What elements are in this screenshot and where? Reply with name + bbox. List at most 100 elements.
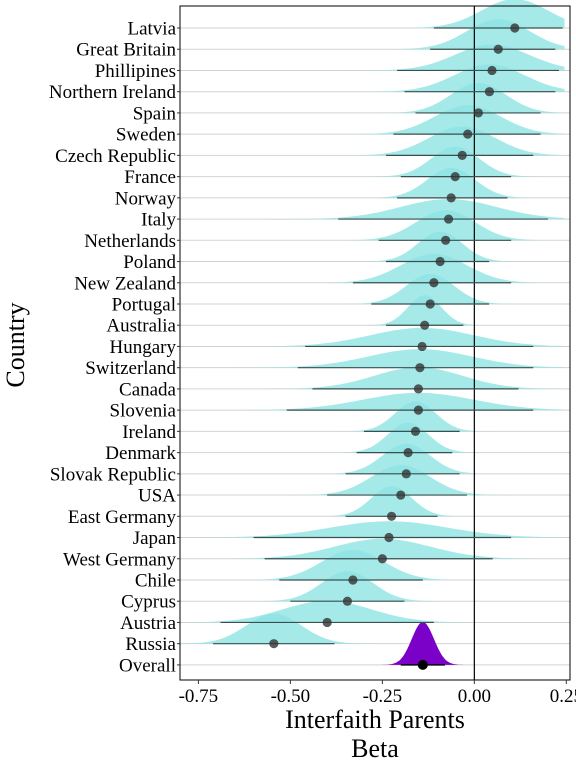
y-label-northern-ireland: Northern Ireland <box>49 82 177 103</box>
y-label-slovenia: Slovenia <box>110 401 177 422</box>
density-canada <box>241 367 565 389</box>
point-austria <box>322 617 332 628</box>
point-ireland <box>410 426 421 436</box>
density-slovenia <box>197 392 565 411</box>
y-label-russia: Russia <box>125 634 176 655</box>
y-label-australia: Australia <box>106 316 176 337</box>
density-ireland <box>334 401 497 432</box>
x-axis-sublabel: Beta <box>351 734 399 763</box>
point-northern-ireland <box>484 87 495 97</box>
density-france <box>359 146 551 177</box>
point-overall <box>417 659 428 670</box>
y-label-france: France <box>124 167 176 188</box>
y-label-austria: Austria <box>120 613 177 634</box>
point-portugal <box>425 299 435 309</box>
density-slovak-republic <box>310 443 502 474</box>
y-label-overall: Overall <box>119 655 176 676</box>
x-tick-label-3: 0.00 <box>458 686 491 707</box>
point-east-germany <box>386 511 397 521</box>
x-tick-label-2: -0.25 <box>363 686 403 707</box>
density-norway <box>355 167 547 198</box>
y-label-cyprus: Cyprus <box>121 592 176 613</box>
point-japan <box>384 532 394 543</box>
y-label-slovak-republic: Slovak Republic <box>50 464 176 485</box>
y-label-usa: USA <box>138 486 176 507</box>
y-label-poland: Poland <box>123 252 176 273</box>
y-label-great-britain: Great Britain <box>76 40 176 61</box>
x-axis-label: Interfaith Parents <box>285 705 465 734</box>
density-czech-republic <box>329 126 565 156</box>
density-latvia <box>382 0 565 28</box>
y-label-phillipines: Phillipines <box>95 61 176 82</box>
density-italy <box>257 199 565 220</box>
density-usa <box>283 465 519 496</box>
y-label-new-zealand: New Zealand <box>74 273 176 294</box>
y-label-latvia: Latvia <box>127 19 176 40</box>
point-denmark <box>403 448 413 458</box>
point-australia <box>420 320 430 330</box>
point-new-zealand <box>429 278 439 288</box>
y-label-west-germany: West Germany <box>63 549 176 570</box>
density-overall <box>378 621 467 665</box>
density-cyprus <box>244 571 451 602</box>
density-switzerland <box>213 349 565 368</box>
point-latvia <box>510 23 520 33</box>
point-great-britain <box>493 44 503 54</box>
density-new-zealand <box>301 253 565 283</box>
y-label-denmark: Denmark <box>105 443 176 464</box>
density-hungary <box>216 327 565 347</box>
y-axis-label: Country <box>1 302 30 387</box>
y-label-east-germany: East Germany <box>68 507 177 528</box>
density-netherlands <box>327 210 564 241</box>
y-label-ireland: Ireland <box>122 422 176 443</box>
density-chile <box>227 550 478 580</box>
point-netherlands <box>441 235 451 245</box>
x-tick-label-4: 0.25 <box>550 686 576 707</box>
point-norway <box>446 193 456 203</box>
panel-border <box>179 5 571 681</box>
y-label-italy: Italy <box>141 210 176 231</box>
density-russia <box>180 613 385 644</box>
point-cyprus <box>342 596 353 606</box>
point-italy <box>443 214 454 224</box>
y-label-japan: Japan <box>133 528 177 549</box>
point-slovenia <box>413 405 424 415</box>
y-label-chile: Chile <box>135 570 176 591</box>
y-label-switzerland: Switzerland <box>85 358 176 379</box>
x-tick-label-1: -0.50 <box>271 686 311 707</box>
density-sweden <box>335 105 565 135</box>
density-japan <box>180 521 565 538</box>
x-tick-label-0: -0.75 <box>179 686 219 707</box>
point-phillipines <box>487 65 497 76</box>
density-east-germany <box>310 486 473 517</box>
density-australia <box>358 295 491 326</box>
point-france <box>450 172 460 182</box>
point-russia <box>269 639 279 649</box>
point-chile <box>348 575 358 585</box>
x-tick-labels: -0.75 -0.50 -0.25 0.00 0.25 <box>179 680 576 707</box>
y-label-netherlands: Netherlands <box>84 231 176 252</box>
point-layer <box>269 23 520 670</box>
density-spain <box>368 82 565 113</box>
point-hungary <box>417 341 427 352</box>
y-label-sweden: Sweden <box>116 125 177 146</box>
density-denmark <box>327 422 490 453</box>
point-czech-republic <box>457 150 467 160</box>
y-label-czech-republic: Czech Republic <box>55 146 176 167</box>
point-spain <box>473 108 483 118</box>
point-switzerland <box>415 363 425 373</box>
y-label-portugal: Portugal <box>112 294 176 315</box>
point-slovak-republic <box>401 469 411 479</box>
density-northern-ireland <box>349 64 565 92</box>
density-west-germany <box>191 538 565 559</box>
density-portugal <box>334 274 526 304</box>
point-sweden <box>463 129 473 139</box>
density-phillipines <box>344 44 565 71</box>
point-poland <box>435 256 445 267</box>
point-canada <box>413 384 424 394</box>
y-label-hungary: Hungary <box>110 337 177 358</box>
y-label-canada: Canada <box>119 379 177 400</box>
